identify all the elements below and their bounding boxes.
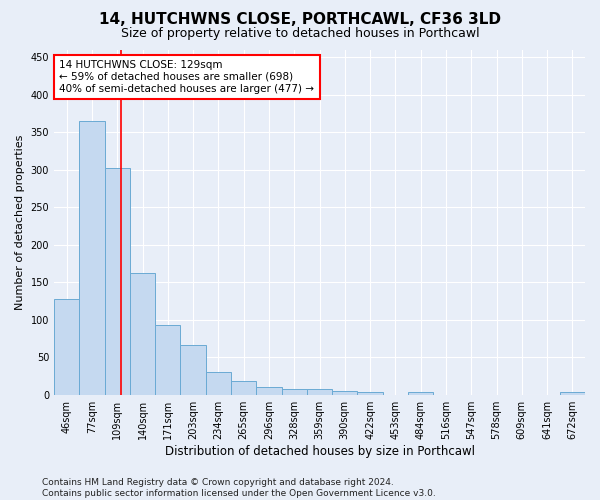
Bar: [307, 388, 332, 394]
Bar: [408, 392, 433, 394]
Text: Contains HM Land Registry data © Crown copyright and database right 2024.
Contai: Contains HM Land Registry data © Crown c…: [42, 478, 436, 498]
Bar: [130, 272, 155, 394]
Bar: [281, 388, 307, 394]
Bar: [181, 344, 206, 395]
X-axis label: Distribution of detached houses by size in Porthcawl: Distribution of detached houses by size …: [164, 444, 475, 458]
Text: 14 HUTCHWNS CLOSE: 129sqm
← 59% of detached houses are smaller (698)
40% of semi: 14 HUTCHWNS CLOSE: 129sqm ← 59% of detac…: [59, 60, 314, 94]
Bar: [54, 299, 79, 394]
Y-axis label: Number of detached properties: Number of detached properties: [15, 134, 25, 310]
Bar: [332, 391, 358, 394]
Text: Size of property relative to detached houses in Porthcawl: Size of property relative to detached ho…: [121, 28, 479, 40]
Text: 14, HUTCHWNS CLOSE, PORTHCAWL, CF36 3LD: 14, HUTCHWNS CLOSE, PORTHCAWL, CF36 3LD: [99, 12, 501, 28]
Bar: [256, 387, 281, 394]
Bar: [155, 325, 181, 394]
Bar: [206, 372, 231, 394]
Bar: [560, 392, 585, 394]
Bar: [104, 168, 130, 394]
Bar: [79, 121, 104, 394]
Bar: [231, 381, 256, 394]
Bar: [358, 392, 383, 394]
